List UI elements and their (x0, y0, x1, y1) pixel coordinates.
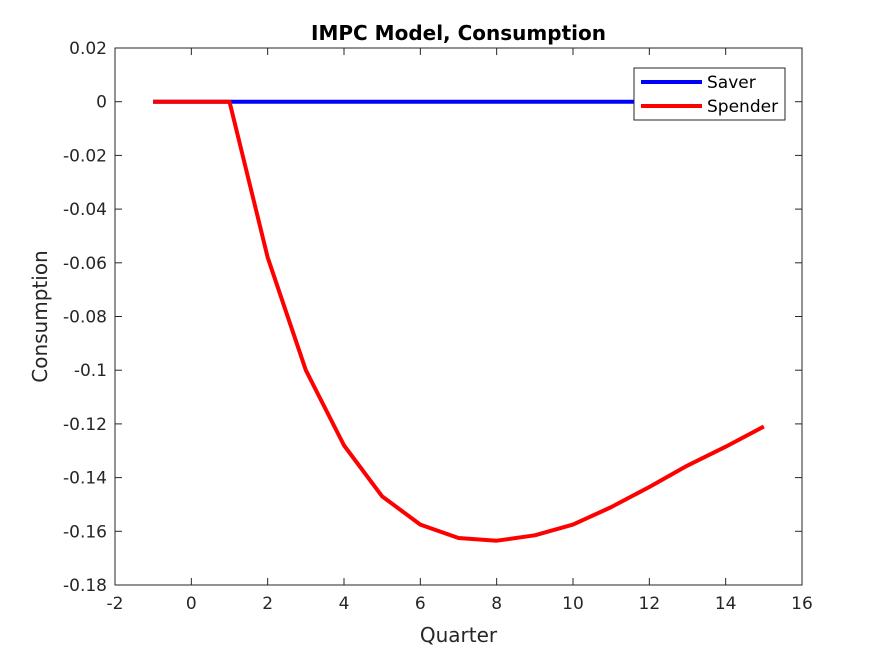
x-tick-label: 8 (491, 594, 502, 614)
y-tick-label: -0.06 (63, 254, 107, 274)
y-tick-label: -0.1 (74, 361, 107, 381)
x-tick-label: 2 (262, 594, 273, 614)
x-tick-label: -2 (107, 594, 124, 614)
chart-title: IMPC Model, Consumption (311, 21, 606, 45)
y-axis-label: Consumption (28, 250, 52, 382)
legend-label-saver: Saver (707, 73, 756, 93)
y-tick-label: -0.04 (63, 200, 107, 220)
plot-area (115, 48, 802, 585)
x-tick-label: 16 (791, 594, 813, 614)
y-tick-label: -0.08 (63, 308, 107, 328)
x-tick-label: 12 (639, 594, 661, 614)
legend-box (633, 67, 786, 121)
y-tick-label: 0.02 (69, 39, 107, 59)
x-tick-label: 10 (562, 594, 584, 614)
x-axis-label: Quarter (420, 623, 498, 647)
axis-ticks: -2 0 2 4 6 8 10 12 14 16 0.02 0 -0.02 -0.04 -0.06 -0.08… (63, 39, 813, 614)
x-tick-label: 14 (715, 594, 737, 614)
y-tick-label: -0.18 (63, 576, 107, 596)
y-tick-label: -0.12 (63, 415, 107, 435)
x-tick-label: 4 (339, 594, 350, 614)
x-tick-label: 6 (415, 594, 426, 614)
y-tick-label: 0 (96, 93, 107, 113)
y-tick-label: -0.16 (63, 522, 107, 542)
legend-label-spender: Spender (707, 97, 778, 117)
y-tick-label: -0.14 (63, 469, 107, 489)
y-tick-label: -0.02 (63, 146, 107, 166)
x-tick-label: 0 (186, 594, 197, 614)
series-line-spender (153, 99, 765, 543)
legend[interactable]: Saver Spender (633, 67, 786, 121)
